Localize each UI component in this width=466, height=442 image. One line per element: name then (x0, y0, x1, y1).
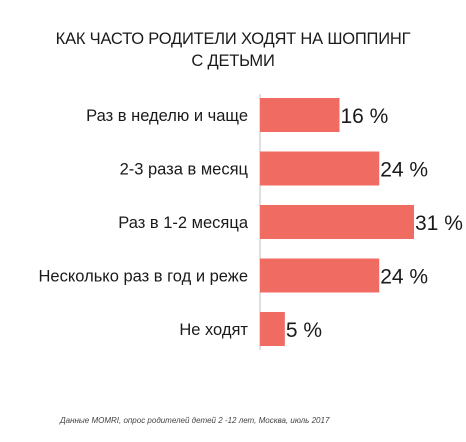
category-label: Раз в 1-2 месяца (118, 214, 249, 232)
data-label: 16 % (340, 105, 388, 128)
data-label: 31 % (415, 212, 463, 235)
chart-title-line-2: С ДЕТЬМИ (191, 52, 275, 70)
category-label: Несколько раз в год и реже (39, 268, 248, 286)
category-label: 2-3 раза в месяц (120, 161, 249, 179)
category-label: Раз в неделю и чаще (86, 107, 248, 125)
source-note: Данные MOMRI, опрос родителей детей 2 -1… (60, 416, 330, 425)
bar (260, 312, 285, 346)
data-label: 24 % (380, 159, 428, 182)
bar (260, 258, 380, 293)
chart-title: КАК ЧАСТО РОДИТЕЛИ ХОДЯТ НА ШОППИНГ С ДЕ… (0, 28, 466, 72)
bar (260, 151, 380, 186)
data-label: 24 % (380, 266, 428, 289)
bar (260, 98, 340, 132)
data-label: 5 % (286, 319, 322, 342)
chart-title-line-1: КАК ЧАСТО РОДИТЕЛИ ХОДЯТ НА ШОППИНГ (55, 30, 411, 48)
bar (260, 205, 414, 239)
category-label: Не ходят (179, 321, 248, 339)
